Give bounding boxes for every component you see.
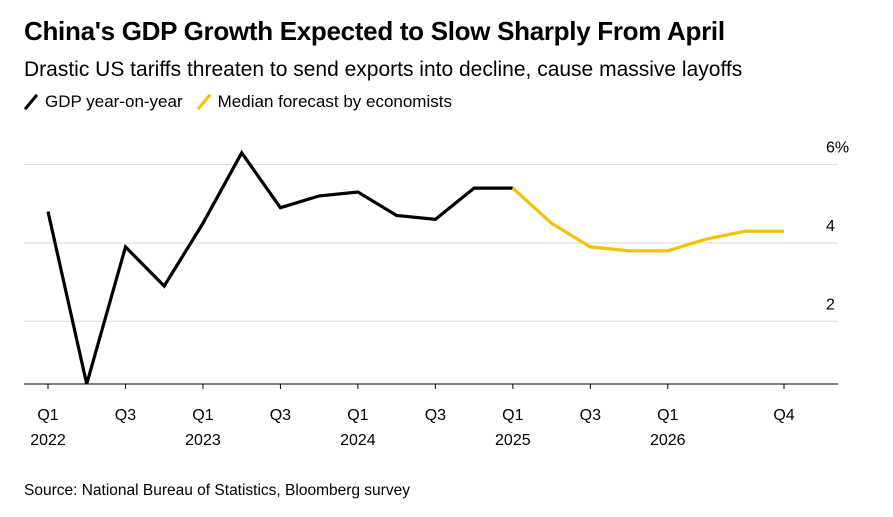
chart-source: Source: National Bureau of Statistics, B… [24,482,410,499]
line-chart: 6% 4 2 Q1 2022 Q3 Q1 2023 Q3 Q1 2024 Q3 Q1 2025 Q3 Q1 20… [24,140,849,449]
legend-item-forecast: Median forecast by economists [196,92,452,112]
x-tick-label: Q4 [773,407,794,424]
chart-title: China's GDP Growth Expected to Slow Shar… [24,16,725,46]
x-tick-year-label: 2025 [495,432,531,449]
tick-labels: 6% 4 2 Q1 2022 Q3 Q1 2023 Q3 Q1 2024 Q3 Q1 2025 Q3 Q1 20… [30,140,849,449]
chart-legend: GDP year-on-year Median forecast by econ… [24,92,466,112]
x-tick-label: Q3 [115,407,136,424]
x-axis [24,383,838,389]
x-tick-year-label: 2023 [185,432,221,449]
y-tick-label-6: 6% [826,140,849,157]
legend-swatch-forecast [196,94,211,110]
legend-label-gdp: GDP year-on-year [45,92,183,111]
forecast-line [511,186,784,253]
x-tick-label: Q3 [580,407,601,424]
gdp-line [46,149,513,385]
gridlines [24,164,838,322]
series-lines [46,149,784,385]
x-tick-label: Q1 [37,407,58,424]
legend-item-gdp: GDP year-on-year [24,92,183,112]
x-tick-year-label: 2022 [30,432,66,449]
x-tick-label: Q3 [425,407,446,424]
legend-swatch-gdp [24,94,38,110]
y-tick-label-4: 4 [826,218,835,235]
x-tick-label: Q1 [502,407,523,424]
x-tick-year-label: 2026 [650,432,686,449]
x-tick-label: Q1 [347,407,368,424]
y-tick-label-2: 2 [826,296,835,313]
x-tick-label: Q1 [657,407,678,424]
x-tick-label: Q1 [192,407,213,424]
x-tick-year-label: 2024 [340,432,376,449]
legend-label-forecast: Median forecast by economists [217,92,452,111]
x-tick-label: Q3 [270,407,291,424]
chart-subtitle: Drastic US tariffs threaten to send expo… [24,58,743,81]
